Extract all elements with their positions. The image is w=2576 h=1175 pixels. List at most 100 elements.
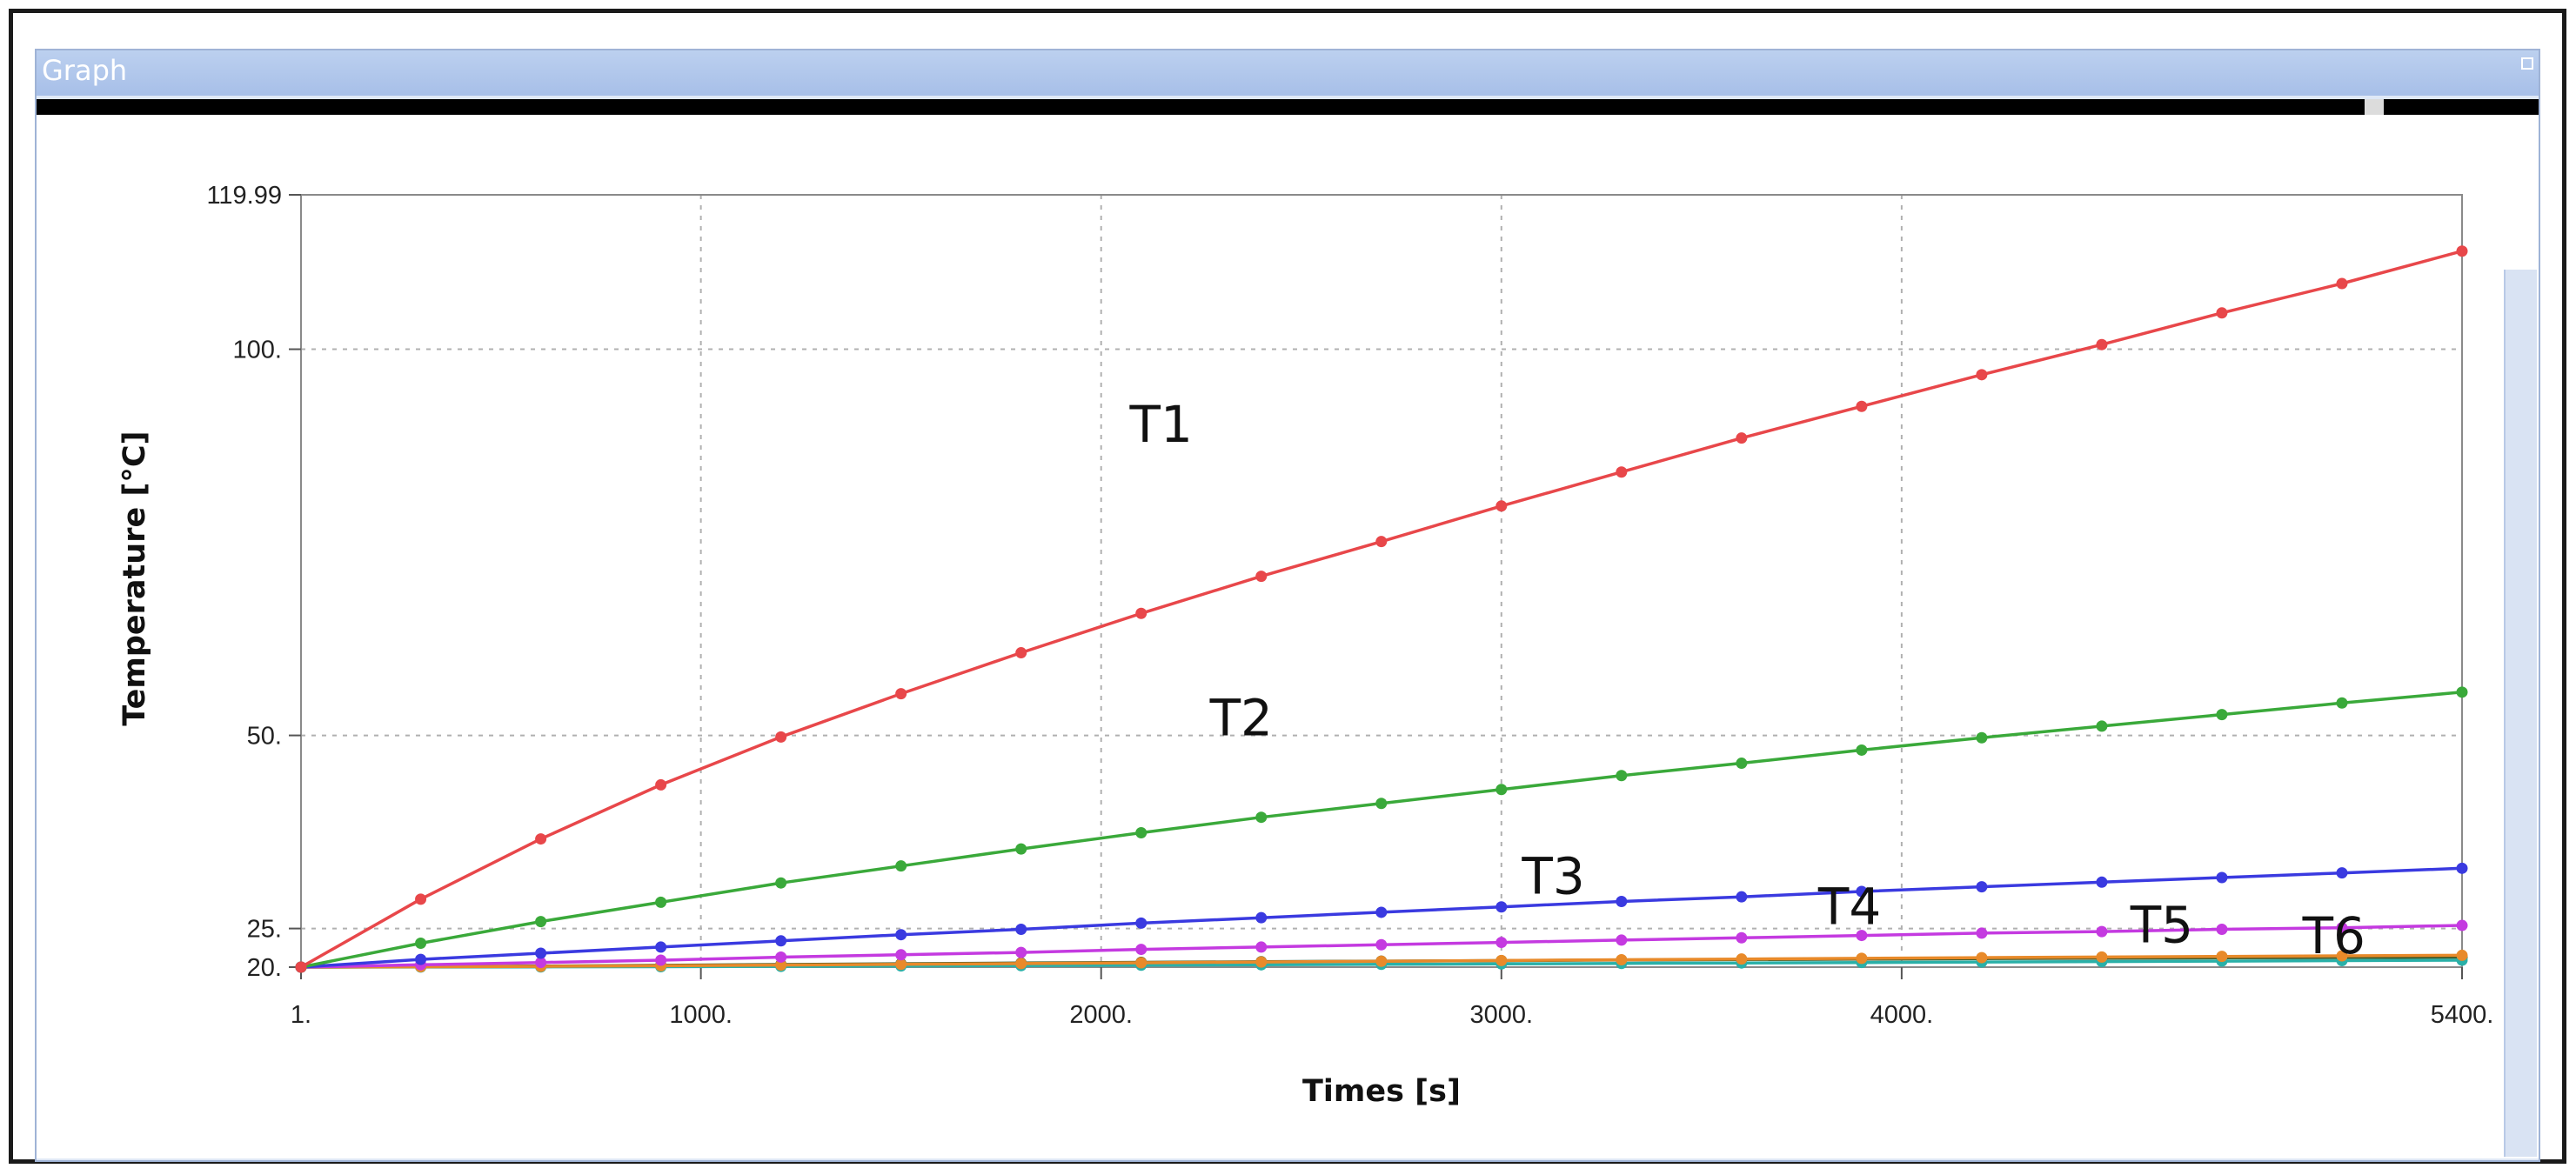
data-point-t5 [775, 959, 787, 971]
data-point-t3 [895, 929, 907, 941]
data-point-t1 [1375, 536, 1388, 548]
y-axis-title: Temperature [°C] [117, 431, 152, 725]
data-point-t4 [895, 949, 907, 961]
splitter-grip[interactable] [2365, 99, 2384, 115]
pin-icon[interactable] [2521, 57, 2533, 70]
data-point-t1 [1015, 647, 1027, 659]
curve-label-t6: T6 [2302, 906, 2365, 965]
data-point-t3 [1616, 896, 1628, 908]
window-title: Graph [42, 54, 128, 87]
data-point-t2 [1255, 811, 1268, 824]
data-point-t4 [1736, 931, 1748, 944]
data-point-t3 [775, 935, 787, 947]
data-point-t3 [1856, 885, 1868, 898]
data-point-t1 [655, 778, 667, 791]
data-point-t3 [1135, 917, 1147, 929]
data-point-t2 [1375, 798, 1388, 810]
data-point-t1 [1736, 432, 1748, 444]
window-title-bar[interactable]: Graph [37, 50, 2539, 96]
data-point-t3 [2096, 876, 2108, 888]
data-point-t4 [1976, 927, 1988, 939]
data-point-t3 [655, 941, 667, 953]
data-point-t1 [1135, 607, 1147, 619]
data-point-t1 [775, 731, 787, 743]
data-point-t2 [1976, 731, 1988, 744]
data-point-t4 [1255, 941, 1268, 953]
data-point-t2 [1135, 826, 1147, 838]
data-point-t1 [1616, 466, 1628, 478]
data-point-t5 [1976, 951, 1988, 964]
y-tick-label: 119.99 [206, 182, 282, 210]
data-point-t4 [2456, 919, 2468, 931]
data-point-t1 [2216, 307, 2228, 319]
x-tick-label: 1000. [669, 1001, 733, 1029]
data-point-t4 [2216, 923, 2228, 935]
data-point-t1 [1495, 500, 1508, 512]
vertical-scrollbar[interactable] [2504, 270, 2537, 1157]
data-point-t2 [535, 916, 547, 928]
data-point-t4 [1015, 946, 1027, 958]
data-point-t2 [1015, 843, 1027, 855]
data-point-t1 [1976, 369, 1988, 381]
data-point-t5 [1736, 953, 1748, 965]
data-point-t2 [895, 860, 907, 872]
curve-labels: T1 T2 T3 T4 T5 T6 [1129, 395, 2365, 965]
y-tick-label: 20. [247, 954, 282, 982]
data-point-t5 [2096, 951, 2108, 963]
toolbar-strip [37, 99, 2539, 115]
data-point-t3 [2336, 867, 2348, 879]
data-point-t1 [535, 833, 547, 845]
y-tick-label: 25. [247, 916, 282, 944]
data-point-t3 [1375, 906, 1388, 918]
y-tick-label: 100. [233, 337, 282, 364]
data-point-t2 [1495, 784, 1508, 796]
data-point-t5 [1375, 955, 1388, 967]
data-point-t4 [1135, 944, 1147, 956]
data-point-t3 [2216, 871, 2228, 884]
x-tick-label: 3000. [1470, 1001, 1534, 1029]
data-point-t2 [2456, 686, 2468, 698]
data-point-t5 [895, 958, 907, 971]
data-point-t2 [775, 877, 787, 889]
curve-label-t4: T4 [1817, 877, 1881, 936]
data-point-t2 [655, 896, 667, 908]
data-point-t1 [2336, 277, 2348, 290]
data-point-t5 [1616, 953, 1628, 965]
data-point-t1 [415, 893, 427, 905]
data-point-t4 [655, 954, 667, 966]
data-point-t5 [1015, 958, 1027, 970]
data-point-t5 [1495, 954, 1508, 966]
data-point-t4 [1856, 930, 1868, 942]
data-point-t2 [415, 937, 427, 949]
data-point-t4 [1375, 938, 1388, 951]
data-point-t2 [1736, 758, 1748, 770]
x-tick-label: 1. [291, 1001, 311, 1029]
data-point-t3 [535, 947, 547, 959]
data-point-t3 [1255, 911, 1268, 924]
plot-panel [37, 115, 2539, 1158]
data-point-t2 [2096, 720, 2108, 732]
data-point-t2 [2216, 709, 2228, 721]
x-tick-label: 2000. [1069, 1001, 1133, 1029]
data-point-t3 [1015, 923, 1027, 935]
series-group [295, 245, 2468, 973]
x-tick-label: 4000. [1870, 1001, 1934, 1029]
data-point-t4 [535, 957, 547, 969]
data-point-t5 [2336, 950, 2348, 962]
curve-label-t5: T5 [2130, 896, 2193, 955]
x-tick-label: 5400. [2431, 1001, 2494, 1029]
grid [301, 194, 2462, 967]
data-point-t2 [1856, 744, 1868, 756]
y-tick-label: 50. [247, 723, 282, 751]
data-point-t2 [1616, 770, 1628, 782]
data-point-t1 [2456, 245, 2468, 257]
data-point-t3 [415, 953, 427, 965]
data-point-t1 [1856, 400, 1868, 412]
data-point-t3 [1495, 901, 1508, 913]
data-point-t5 [2216, 951, 2228, 963]
data-point-t4 [775, 951, 787, 963]
data-point-t2 [2336, 697, 2348, 709]
data-point-t5 [1255, 956, 1268, 968]
curve-label-t1: T1 [1129, 395, 1193, 454]
